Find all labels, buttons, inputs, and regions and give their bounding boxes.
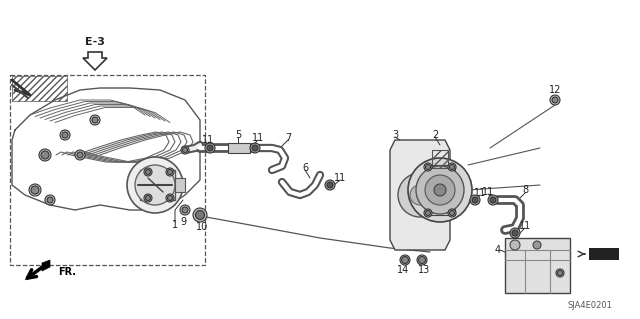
Circle shape bbox=[449, 165, 454, 169]
Circle shape bbox=[144, 168, 152, 176]
Circle shape bbox=[144, 194, 152, 202]
Circle shape bbox=[166, 194, 174, 202]
Circle shape bbox=[470, 195, 480, 205]
Text: 6: 6 bbox=[302, 163, 308, 173]
Text: 5: 5 bbox=[235, 130, 241, 140]
Circle shape bbox=[425, 175, 455, 205]
Circle shape bbox=[490, 197, 496, 203]
Text: SJA4E0201: SJA4E0201 bbox=[568, 300, 612, 309]
Circle shape bbox=[552, 97, 558, 103]
Text: 10: 10 bbox=[196, 222, 208, 232]
Circle shape bbox=[419, 256, 426, 263]
Text: 2: 2 bbox=[432, 130, 438, 140]
Circle shape bbox=[556, 269, 564, 277]
Text: 8: 8 bbox=[522, 185, 528, 195]
Circle shape bbox=[29, 184, 41, 196]
Polygon shape bbox=[83, 52, 107, 70]
Circle shape bbox=[434, 184, 446, 196]
Text: 11: 11 bbox=[482, 187, 494, 197]
Bar bbox=[10, 75, 205, 265]
Text: E-3: E-3 bbox=[85, 37, 105, 47]
Text: 3: 3 bbox=[392, 130, 398, 140]
Circle shape bbox=[195, 211, 205, 219]
Circle shape bbox=[180, 205, 190, 215]
Bar bbox=[140, 170, 175, 200]
Polygon shape bbox=[390, 140, 450, 250]
Circle shape bbox=[533, 241, 541, 249]
Circle shape bbox=[252, 145, 258, 151]
Text: 13: 13 bbox=[418, 265, 430, 275]
Circle shape bbox=[31, 186, 39, 194]
Circle shape bbox=[448, 163, 456, 171]
Circle shape bbox=[424, 209, 432, 217]
Circle shape bbox=[512, 230, 518, 236]
Circle shape bbox=[327, 182, 333, 188]
Text: 4: 4 bbox=[495, 245, 501, 255]
Text: B-4: B-4 bbox=[595, 249, 613, 259]
Text: 11: 11 bbox=[519, 221, 531, 231]
Circle shape bbox=[168, 169, 173, 174]
Circle shape bbox=[510, 240, 520, 250]
Circle shape bbox=[398, 173, 442, 217]
Circle shape bbox=[400, 255, 410, 265]
Circle shape bbox=[410, 185, 430, 205]
Circle shape bbox=[135, 165, 175, 205]
Text: 12: 12 bbox=[549, 85, 561, 95]
Circle shape bbox=[92, 117, 98, 123]
Circle shape bbox=[426, 211, 431, 216]
Circle shape bbox=[145, 169, 150, 174]
Circle shape bbox=[45, 195, 55, 205]
Polygon shape bbox=[25, 260, 50, 280]
Circle shape bbox=[416, 166, 464, 214]
Bar bbox=[432, 150, 448, 168]
Text: 11: 11 bbox=[252, 133, 264, 143]
Text: 11: 11 bbox=[474, 188, 486, 198]
Circle shape bbox=[77, 152, 83, 158]
Circle shape bbox=[424, 163, 432, 171]
Circle shape bbox=[39, 149, 51, 161]
Circle shape bbox=[145, 196, 150, 201]
Circle shape bbox=[417, 255, 427, 265]
Circle shape bbox=[75, 150, 85, 160]
Circle shape bbox=[408, 158, 472, 222]
Circle shape bbox=[182, 207, 188, 213]
Circle shape bbox=[448, 209, 456, 217]
Circle shape bbox=[207, 145, 213, 151]
Circle shape bbox=[472, 197, 478, 203]
Text: 11: 11 bbox=[202, 135, 214, 145]
Circle shape bbox=[557, 271, 563, 276]
Circle shape bbox=[60, 130, 70, 140]
Circle shape bbox=[62, 132, 68, 138]
Bar bbox=[228, 143, 250, 153]
Bar bbox=[425, 165, 455, 215]
Bar bbox=[505, 238, 570, 293]
Text: FR.: FR. bbox=[58, 267, 76, 277]
Text: 1: 1 bbox=[172, 220, 178, 230]
Circle shape bbox=[182, 147, 188, 152]
Circle shape bbox=[510, 228, 520, 238]
Circle shape bbox=[325, 180, 335, 190]
Bar bbox=[12, 76, 67, 101]
Circle shape bbox=[168, 196, 173, 201]
Circle shape bbox=[181, 146, 189, 154]
Circle shape bbox=[401, 256, 408, 263]
Text: 11: 11 bbox=[334, 173, 346, 183]
Circle shape bbox=[127, 157, 183, 213]
Text: 9: 9 bbox=[180, 217, 186, 227]
Circle shape bbox=[426, 165, 431, 169]
Circle shape bbox=[550, 95, 560, 105]
Circle shape bbox=[90, 115, 100, 125]
Text: 14: 14 bbox=[397, 265, 409, 275]
Bar bbox=[175, 178, 185, 192]
Circle shape bbox=[205, 143, 215, 153]
Text: 7: 7 bbox=[285, 133, 291, 143]
Circle shape bbox=[47, 197, 53, 203]
Circle shape bbox=[166, 168, 174, 176]
Circle shape bbox=[488, 195, 498, 205]
Bar bbox=[589, 248, 619, 260]
Circle shape bbox=[193, 208, 207, 222]
Circle shape bbox=[449, 211, 454, 216]
Circle shape bbox=[41, 151, 49, 159]
Circle shape bbox=[250, 143, 260, 153]
